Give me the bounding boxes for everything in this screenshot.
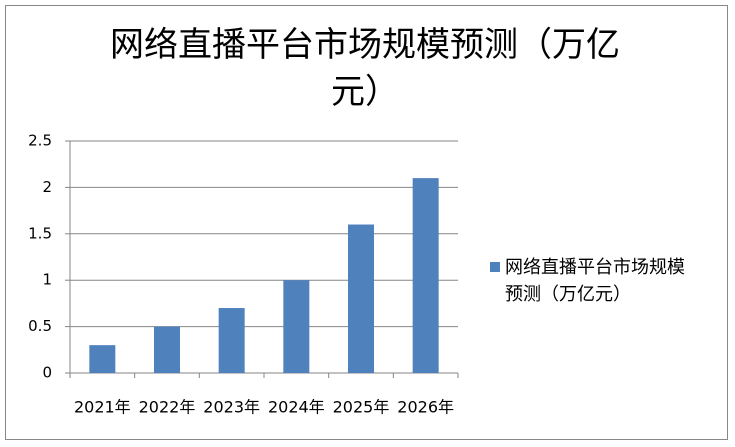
- legend-key: [490, 262, 500, 272]
- x-tick-label: 2023年: [203, 398, 260, 417]
- chart-border: [5, 5, 728, 440]
- y-tick-label: 2: [42, 178, 52, 196]
- y-tick-label: 1.5: [28, 224, 52, 242]
- bar: [218, 308, 245, 373]
- y-tick-label: 0: [42, 364, 52, 382]
- chart-title: 网络直播平台市场规模预测（万亿元）: [110, 25, 620, 112]
- y-tick-label: 0.5: [28, 317, 52, 335]
- x-tick-label: 2022年: [139, 398, 196, 417]
- x-tick-label: 2025年: [333, 398, 390, 417]
- x-tick-label: 2021年: [74, 398, 131, 417]
- x-tick-label: 2024年: [268, 398, 325, 417]
- legend-label: 网络直播平台市场规模预测（万亿元）: [505, 257, 685, 305]
- y-tick-label: 1: [42, 271, 52, 289]
- bar: [348, 224, 374, 373]
- bar: [89, 345, 116, 373]
- x-tick-label: 2026年: [397, 398, 454, 417]
- bar: [283, 280, 310, 373]
- bar: [412, 178, 439, 373]
- bar: [154, 326, 180, 373]
- y-tick-label: 2.5: [28, 132, 52, 150]
